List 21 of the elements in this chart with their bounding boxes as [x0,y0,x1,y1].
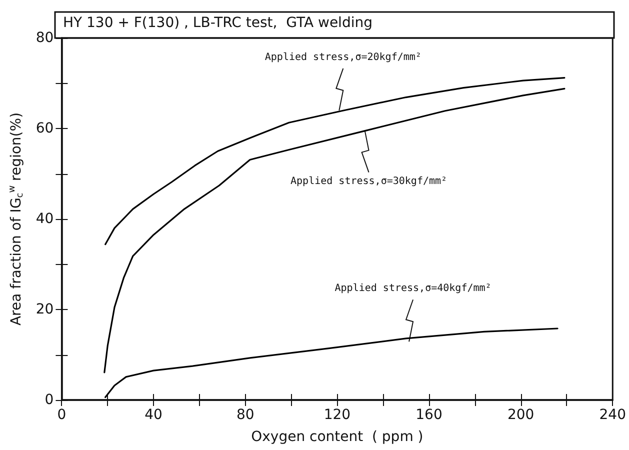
line-series [104,77,566,246]
x-tick-label: 0 [57,407,66,423]
x-tick-label: 200 [507,407,534,423]
y-tick-label: 40 [36,211,54,227]
y-tick-label: 0 [44,392,54,408]
y-tick-label: 80 [36,30,54,46]
x-axis-title: Oxygen content ( ppm ) [251,429,424,445]
annotation: Applied stress,σ=20kgf/mm² [264,52,422,63]
x-tick-label: 160 [416,407,442,423]
x-tick-label: 120 [324,407,351,423]
x-tick-label: 80 [236,407,254,423]
line-series [104,88,566,374]
annotation: Applied stress,σ=40kgf/mm² [334,283,492,294]
y-axis-title: Area fraction of IGcw region(%) [8,112,26,326]
chart-title: HY 130 + F(130) , LB-TRC test, GTA welding [63,15,372,31]
y-tick-label: 20 [36,302,54,318]
x-tick-label: 240 [599,407,626,423]
x-tick-label: 40 [144,407,162,423]
line-series [104,328,558,398]
y-tick-label: 60 [36,120,54,136]
annotation: Applied stress,σ=30kgf/mm² [290,176,448,187]
